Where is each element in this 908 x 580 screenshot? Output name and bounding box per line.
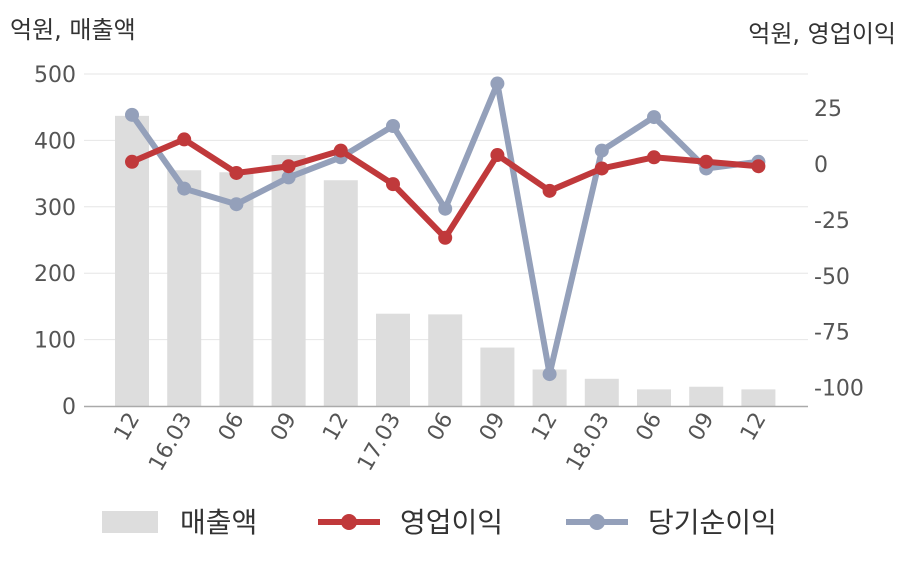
- x-tick-label: 17.03: [353, 409, 406, 476]
- right-tick-label: -75: [814, 321, 850, 346]
- left-tick-label: 400: [34, 129, 76, 154]
- bar-5: [376, 313, 410, 406]
- bar-10: [637, 389, 671, 406]
- bar-4: [323, 180, 358, 406]
- line-series: [125, 76, 766, 382]
- left-tick-label: 0: [62, 395, 76, 420]
- right-axis-ticks: 25 0 -25 -50 -75 -100: [814, 97, 864, 401]
- point-영업이익-7: [490, 148, 505, 163]
- bar-7: [480, 347, 515, 406]
- bar-1: [167, 170, 202, 406]
- x-tick-label: 18.03: [562, 409, 615, 476]
- point-영업이익-5: [386, 177, 400, 192]
- legend-label-sales: 매출액: [180, 506, 257, 539]
- point-영업이익-2: [229, 165, 244, 180]
- left-tick-label: 300: [34, 196, 76, 221]
- legend-marker-net: [589, 514, 605, 530]
- point-당기순이익-5: [386, 119, 400, 134]
- x-tick-label: 06: [214, 409, 250, 446]
- left-tick-label: 500: [34, 63, 76, 88]
- point-영업이익-3: [281, 159, 296, 174]
- x-tick-label: 09: [684, 409, 720, 446]
- point-당기순이익-9: [594, 143, 609, 158]
- right-tick-label: 0: [814, 153, 828, 178]
- point-당기순이익-6: [438, 201, 453, 216]
- bar-6: [428, 314, 463, 406]
- bar-12: [741, 389, 776, 406]
- point-당기순이익-0: [125, 107, 139, 122]
- legend: 매출액 영업이익 당기순이익: [102, 506, 777, 539]
- bar-9: [584, 378, 619, 406]
- point-당기순이익-2: [229, 197, 244, 212]
- point-당기순이익-7: [490, 76, 505, 91]
- point-당기순이익-3: [281, 170, 296, 185]
- x-tick-label: 16.03: [144, 409, 197, 476]
- x-tick-label: 06: [632, 409, 668, 446]
- point-영업이익-4: [333, 143, 348, 158]
- right-tick-label: -50: [814, 265, 850, 290]
- x-tick-label: 12: [318, 409, 354, 446]
- left-axis-ticks: 0 100 200 300 400 500: [34, 63, 76, 420]
- point-영업이익-0: [125, 154, 139, 169]
- x-tick-label: 12: [736, 409, 772, 446]
- point-영업이익-9: [594, 161, 609, 176]
- right-tick-label: -25: [814, 209, 850, 234]
- point-당기순이익-10: [647, 110, 661, 125]
- point-영업이익-8: [542, 183, 557, 198]
- point-영업이익-1: [177, 132, 192, 147]
- bar-11: [689, 386, 724, 406]
- point-영업이익-10: [647, 150, 661, 165]
- point-당기순이익-8: [542, 367, 557, 382]
- point-당기순이익-1: [177, 181, 192, 196]
- x-tick-label: 09: [266, 409, 302, 446]
- x-axis-ticks: 12 16.03 06 09 12 17.03 06 09 12 18.03 06 09 12: [110, 409, 772, 476]
- point-영업이익-11: [699, 154, 714, 169]
- legend-label-operating: 영업이익: [400, 506, 503, 539]
- bar-3: [271, 155, 306, 406]
- right-tick-label: -100: [814, 377, 864, 402]
- bar-series-sales: [115, 115, 776, 406]
- x-tick-label: 12: [110, 409, 146, 446]
- right-axis-unit-label: 억원, 영업이익: [748, 20, 896, 48]
- legend-marker-operating: [341, 514, 357, 530]
- legend-label-net: 당기순이익: [648, 506, 777, 539]
- left-tick-label: 200: [34, 262, 76, 287]
- legend-swatch-sales: [102, 511, 158, 533]
- point-영업이익-6: [438, 230, 453, 245]
- x-tick-label: 12: [527, 409, 563, 446]
- left-axis-unit-label: 억원, 매출액: [10, 16, 136, 44]
- left-tick-label: 100: [34, 329, 76, 354]
- right-tick-label: 25: [814, 97, 842, 122]
- x-tick-label: 09: [475, 409, 511, 446]
- point-영업이익-12: [751, 159, 766, 174]
- x-tick-label: 06: [423, 409, 459, 446]
